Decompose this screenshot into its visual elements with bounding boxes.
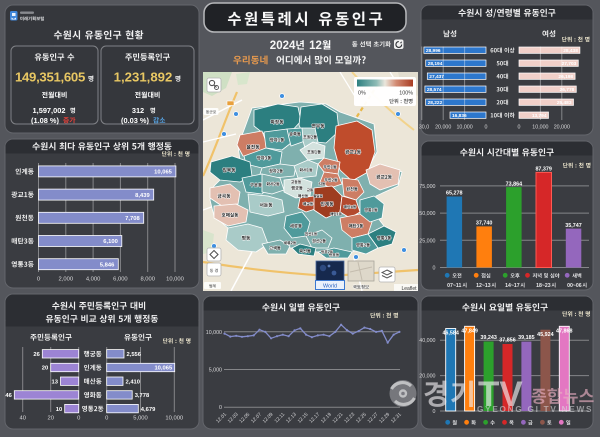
svg-text:00~06: 00~06 [567, 283, 582, 289]
svg-text:18~23: 18~23 [536, 283, 551, 289]
svg-text:40: 40 [19, 416, 25, 422]
svg-text:0: 0 [77, 416, 80, 422]
svg-text:4,000: 4,000 [86, 277, 101, 283]
svg-text:16,836: 16,836 [452, 113, 467, 119]
svg-text:8,000: 8,000 [140, 277, 155, 283]
svg-text:2,000: 2,000 [59, 277, 74, 283]
svg-text:2,410: 2,410 [126, 379, 141, 385]
svg-text:20,000: 20,000 [435, 125, 451, 131]
svg-text:5,000: 5,000 [209, 368, 222, 374]
svg-text:0: 0 [433, 409, 436, 415]
svg-text:28,194: 28,194 [428, 61, 443, 67]
svg-text:30,0: 30,0 [419, 125, 429, 131]
svg-text:65,278: 65,278 [446, 191, 463, 197]
svg-text:20,000: 20,000 [554, 125, 570, 131]
svg-text:13: 13 [52, 379, 59, 385]
svg-text:47,868: 47,868 [556, 329, 573, 335]
svg-text:25,483: 25,483 [557, 100, 572, 106]
svg-text:(0.03 %): (0.03 %) [121, 116, 149, 125]
svg-text:27,703: 27,703 [562, 61, 577, 67]
svg-text:1,597,002: 1,597,002 [33, 106, 66, 115]
svg-text:0%: 0% [358, 91, 366, 97]
svg-text:100%: 100% [399, 91, 413, 97]
svg-text:35,747: 35,747 [565, 223, 582, 229]
svg-text:(1.08 %): (1.08 %) [31, 116, 59, 125]
svg-text:10,000: 10,000 [206, 330, 222, 336]
svg-text:45,924: 45,924 [537, 332, 554, 338]
svg-text:8,439: 8,439 [135, 193, 150, 199]
svg-text:TV: TV [478, 375, 523, 414]
svg-text:37,856: 37,856 [499, 338, 516, 344]
svg-text:4,679: 4,679 [141, 407, 156, 413]
svg-text:87,379: 87,379 [535, 167, 552, 173]
svg-text:0: 0 [37, 277, 40, 283]
svg-text:3,778: 3,778 [135, 393, 150, 399]
svg-text:28,574: 28,574 [427, 87, 442, 93]
svg-text:27,437: 27,437 [429, 74, 444, 80]
svg-text:73,864: 73,864 [506, 181, 523, 187]
svg-text:10: 10 [56, 407, 62, 413]
svg-text:12: 12 [309, 40, 322, 52]
svg-text:6,000: 6,000 [113, 277, 128, 283]
svg-text:75,000: 75,000 [419, 184, 435, 190]
svg-text:1,231,892: 1,231,892 [114, 70, 173, 85]
svg-text:0: 0 [105, 416, 108, 422]
svg-text:37,740: 37,740 [476, 221, 493, 227]
svg-text:14~17: 14~17 [505, 283, 520, 289]
svg-text:5,846: 5,846 [100, 262, 115, 268]
svg-text:10,000: 10,000 [165, 416, 183, 422]
svg-text:39,185: 39,185 [518, 335, 535, 341]
svg-text:Leaflet: Leaflet [401, 286, 417, 292]
svg-text:GYEONG GI TV NEWS: GYEONG GI TV NEWS [477, 405, 593, 414]
svg-text:10,000: 10,000 [532, 125, 548, 131]
svg-text:312: 312 [132, 106, 144, 115]
svg-text:10,065: 10,065 [154, 366, 173, 372]
svg-text:0: 0 [219, 405, 222, 411]
svg-text:10,065: 10,065 [154, 170, 173, 176]
svg-text:40,000: 40,000 [419, 338, 435, 344]
svg-text:07~11: 07~11 [447, 283, 461, 289]
svg-text:46,584: 46,584 [442, 331, 459, 337]
svg-text:0: 0 [518, 125, 521, 131]
svg-text:28,996: 28,996 [426, 48, 441, 54]
svg-text:0: 0 [485, 125, 488, 131]
svg-text:39,243: 39,243 [480, 335, 497, 341]
svg-text:12~13: 12~13 [476, 283, 491, 289]
svg-text:7,708: 7,708 [125, 216, 140, 222]
svg-text:26,778: 26,778 [560, 87, 575, 93]
svg-text:25,000: 25,000 [419, 238, 435, 244]
svg-text:2,556: 2,556 [127, 352, 142, 358]
svg-text:26,198: 26,198 [558, 74, 573, 80]
svg-text:26: 26 [33, 352, 40, 358]
svg-text:20: 20 [42, 366, 48, 372]
svg-text:13,794: 13,794 [532, 113, 547, 119]
svg-text:46: 46 [5, 393, 12, 399]
svg-text:10,000: 10,000 [166, 277, 184, 283]
svg-text:20,000: 20,000 [419, 374, 435, 380]
svg-text:149,351,605: 149,351,605 [15, 70, 85, 85]
svg-text:2024: 2024 [270, 40, 296, 52]
svg-text:10,000: 10,000 [456, 125, 472, 131]
svg-text:World: World [323, 284, 337, 290]
svg-text:47,849: 47,849 [461, 329, 478, 335]
svg-text:6,100: 6,100 [103, 239, 118, 245]
svg-text:5,000: 5,000 [133, 416, 148, 422]
svg-text:28,222: 28,222 [428, 100, 443, 106]
svg-text:0: 0 [433, 266, 436, 272]
svg-text:28,438: 28,438 [563, 48, 578, 54]
svg-text:50,000: 50,000 [419, 211, 435, 217]
svg-text:20: 20 [47, 416, 53, 422]
